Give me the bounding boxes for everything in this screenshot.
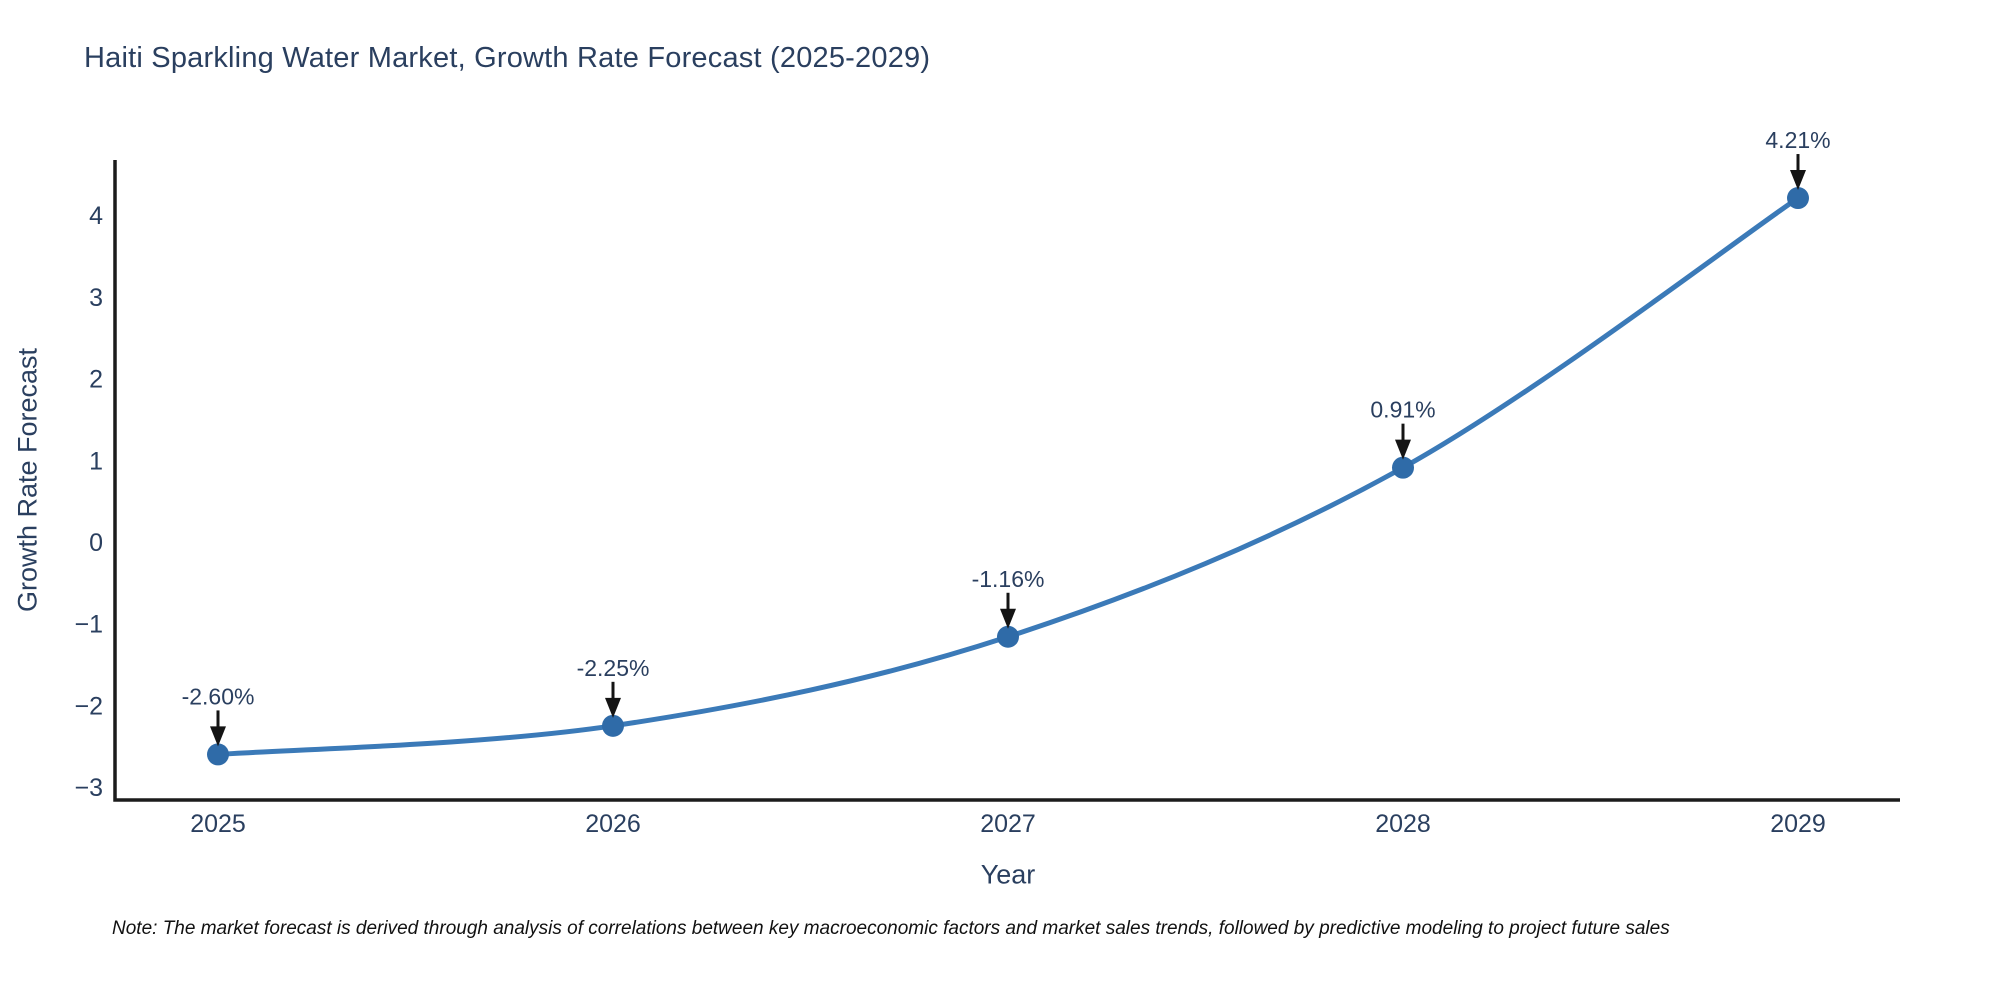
annotation-arrow-head <box>605 697 621 718</box>
y-tick-label: 2 <box>89 366 103 394</box>
data-point-marker <box>1787 187 1809 210</box>
annotation-label: -2.25% <box>577 655 650 681</box>
axis-line <box>113 160 1900 802</box>
x-tick-label: 2027 <box>980 810 1036 838</box>
annotation-label: 4.21% <box>1765 127 1830 153</box>
annotation-arrow-head <box>1000 608 1016 629</box>
y-tick-label: −2 <box>74 692 103 720</box>
annotation-arrow-head <box>1790 170 1806 191</box>
y-tick-label: 1 <box>89 447 103 475</box>
y-tick-label: 4 <box>89 202 103 230</box>
annotation-label: -1.16% <box>972 566 1045 592</box>
footnote: Note: The market forecast is derived thr… <box>112 918 1670 939</box>
annotation-label: -2.60% <box>182 683 255 709</box>
data-point-marker <box>207 743 229 766</box>
y-axis-title: Growth Rate Forecast <box>12 347 43 613</box>
data-point-marker <box>997 625 1019 648</box>
x-axis-title: Year <box>980 859 1036 890</box>
x-tick-label: 2029 <box>1770 810 1826 838</box>
annotation-arrow-head <box>210 726 226 747</box>
annotation-arrow-head <box>1395 439 1411 460</box>
series-line <box>215 195 1801 757</box>
x-tick-label: 2028 <box>1375 810 1431 838</box>
y-tick-label: −3 <box>74 774 103 802</box>
chart-title: Haiti Sparkling Water Market, Growth Rat… <box>84 42 931 74</box>
x-tick-label: 2026 <box>585 810 641 838</box>
data-point-marker <box>602 714 624 737</box>
annotation-label: 0.91% <box>1370 397 1435 423</box>
y-tick-label: −1 <box>74 611 103 639</box>
y-tick-label: 3 <box>89 284 103 312</box>
y-tick-label: 0 <box>89 529 103 557</box>
x-tick-label: 2025 <box>190 810 246 838</box>
data-point-marker <box>1392 456 1414 479</box>
